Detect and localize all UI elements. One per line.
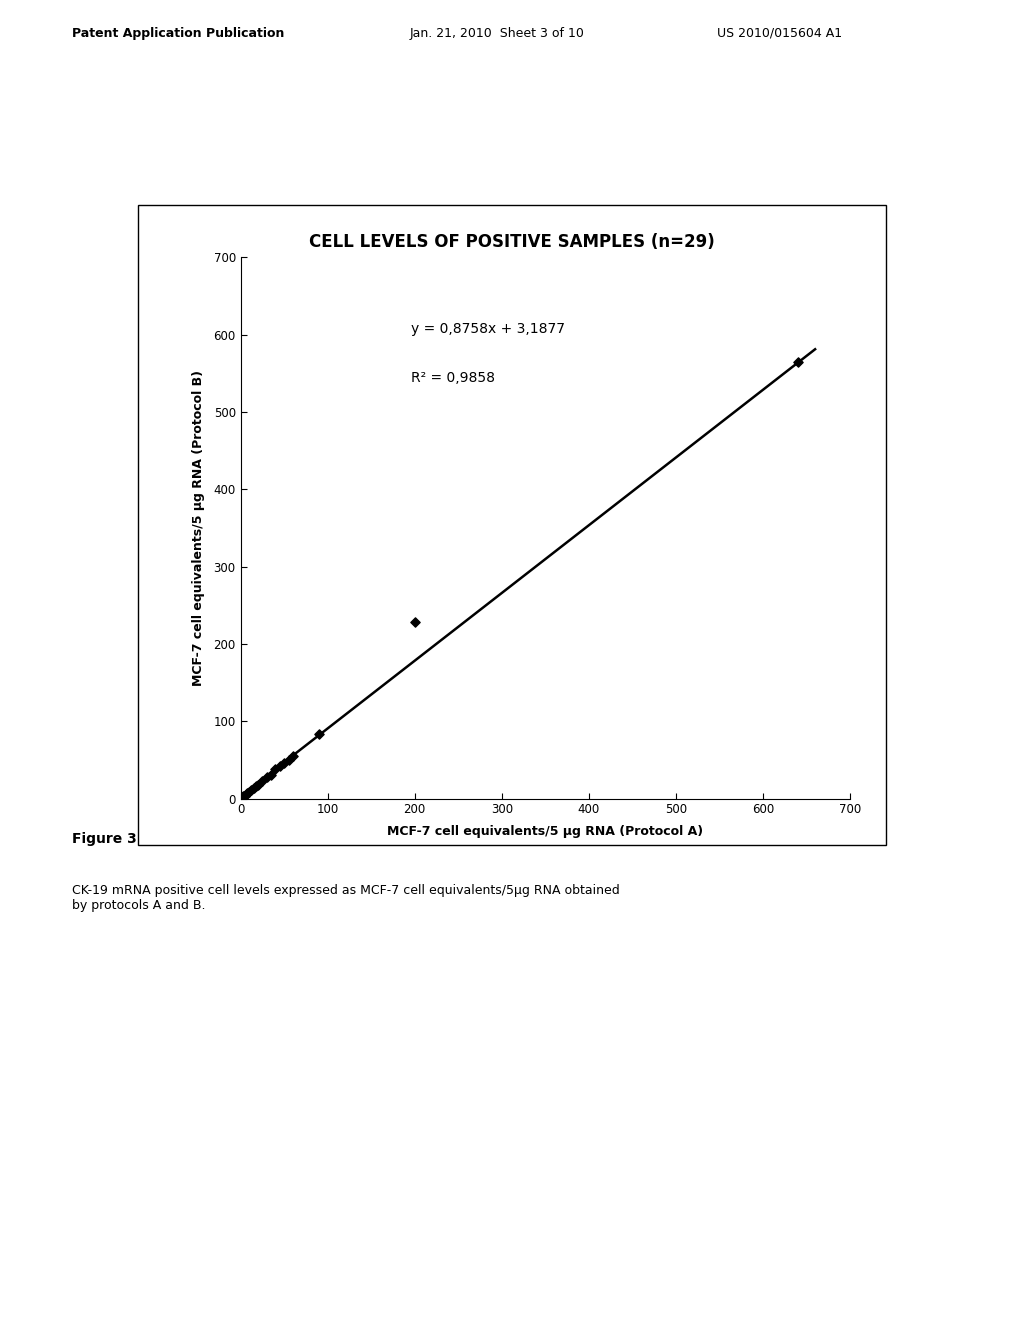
Point [237, 785, 253, 807]
Point [254, 771, 270, 792]
Point [246, 777, 262, 799]
X-axis label: MCF-7 cell equivalents/5 μg RNA (Protocol A): MCF-7 cell equivalents/5 μg RNA (Protoco… [387, 825, 703, 838]
Text: Patent Application Publication: Patent Application Publication [72, 26, 284, 40]
Point [258, 767, 274, 788]
Point [790, 351, 806, 372]
Point [242, 781, 258, 803]
Text: CK-19 mRNA positive cell levels expressed as MCF-7 cell equivalents/5μg RNA obta: CK-19 mRNA positive cell levels expresse… [72, 884, 620, 912]
Point [275, 752, 293, 774]
Text: Figure 3: Figure 3 [72, 832, 136, 846]
Point [271, 755, 288, 776]
Point [243, 780, 259, 801]
Point [285, 746, 301, 767]
Text: US 2010/015604 A1: US 2010/015604 A1 [717, 26, 842, 40]
Text: Jan. 21, 2010  Sheet 3 of 10: Jan. 21, 2010 Sheet 3 of 10 [410, 26, 585, 40]
Point [239, 783, 255, 804]
Text: y = 0,8758x + 3,1877: y = 0,8758x + 3,1877 [412, 322, 565, 337]
Point [250, 774, 266, 795]
Point [281, 750, 297, 771]
Point [236, 785, 252, 807]
Text: CELL LEVELS OF POSITIVE SAMPLES (n=29): CELL LEVELS OF POSITIVE SAMPLES (n=29) [309, 234, 715, 251]
Y-axis label: MCF-7 cell equivalents/5 μg RNA (Protocol B): MCF-7 cell equivalents/5 μg RNA (Protoco… [193, 370, 205, 686]
Point [311, 723, 328, 744]
Point [267, 759, 284, 780]
Point [407, 611, 423, 632]
Point [233, 787, 250, 808]
Text: R² = 0,9858: R² = 0,9858 [412, 371, 496, 385]
Point [234, 787, 251, 808]
Point [248, 776, 264, 797]
Point [263, 764, 280, 785]
